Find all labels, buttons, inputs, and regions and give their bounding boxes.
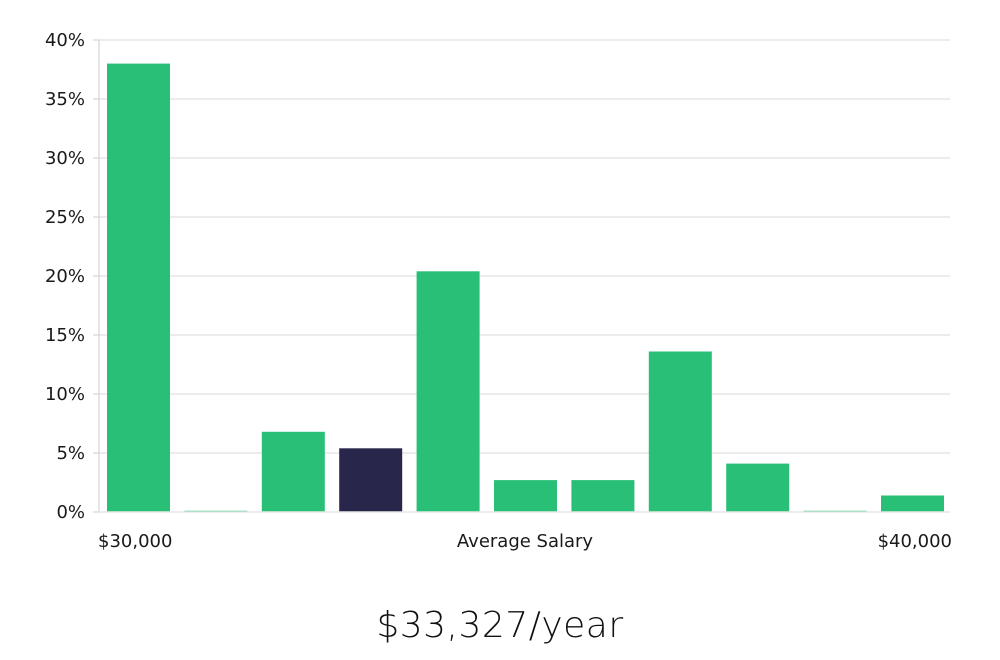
y-tick-label: 0%: [56, 502, 85, 523]
y-tick-label: 30%: [45, 148, 85, 169]
y-tick-label: 15%: [45, 325, 85, 346]
highlighted-bar: [339, 448, 403, 512]
bar: [571, 480, 635, 512]
y-tick-label: 35%: [45, 89, 85, 110]
x-max-label: $40,000: [878, 531, 952, 552]
x-axis-labels: $30,000 Average Salary $40,000: [98, 531, 952, 552]
average-salary-value: $33,327/year: [376, 605, 624, 646]
y-tick-label: 10%: [45, 384, 85, 405]
salary-histogram: 0% 5% 10% 15% 20% 25% 30% 35% 40% $30,000 Averag…: [45, 30, 952, 552]
axes: [93, 39, 950, 513]
x-min-label: $30,000: [98, 531, 172, 552]
y-tick-label: 40%: [45, 30, 85, 51]
bar: [726, 463, 790, 512]
bar: [494, 480, 557, 512]
y-tick-label: 20%: [45, 266, 85, 287]
y-tick-label: 25%: [45, 207, 85, 228]
bar: [881, 495, 944, 512]
bar: [261, 431, 325, 512]
y-tick-label: 5%: [56, 443, 85, 464]
x-axis-title: Average Salary: [457, 531, 594, 552]
bar: [416, 271, 480, 512]
bar: [107, 63, 170, 512]
bars: [107, 63, 944, 512]
y-tick-labels: 0% 5% 10% 15% 20% 25% 30% 35% 40%: [45, 30, 85, 523]
grid-lines: [99, 39, 950, 454]
bar: [648, 351, 712, 512]
